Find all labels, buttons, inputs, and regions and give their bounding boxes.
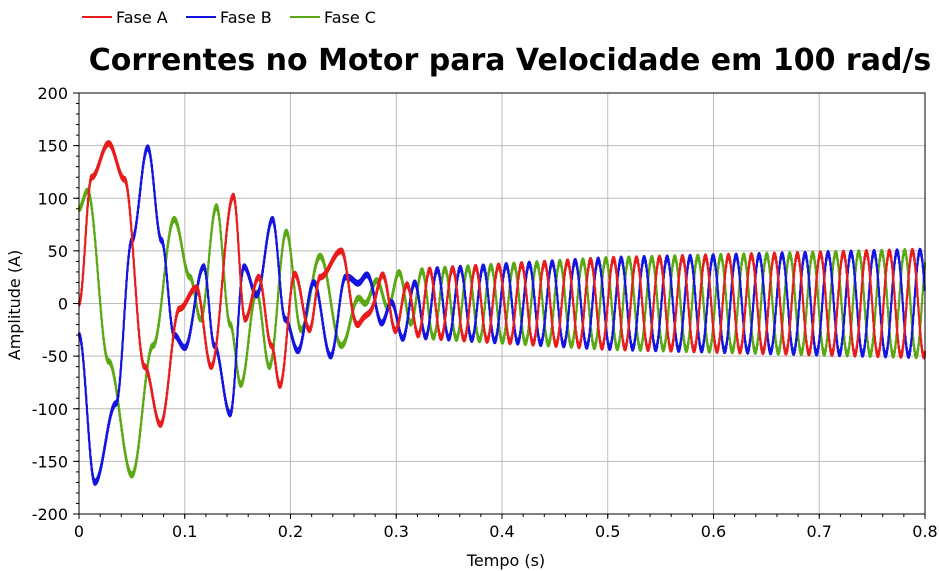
x-tick-label: 0.3 — [384, 522, 409, 541]
series-line-fase-c — [77, 187, 927, 479]
chart-title: Correntes no Motor para Velocidade em 10… — [89, 43, 932, 78]
legend-label-fase-b: Fase B — [220, 8, 272, 27]
legend-label-fase-c: Fase C — [324, 8, 376, 27]
y-tick-label: 150 — [37, 137, 68, 156]
x-tick-label: 0.4 — [489, 522, 514, 541]
legend: Fase A Fase B Fase C — [82, 8, 376, 27]
x-axis-label: Tempo (s) — [466, 551, 545, 570]
y-tick-label: -50 — [42, 347, 68, 366]
x-tick-label: 0.8 — [912, 522, 937, 541]
x-tick-label: 0 — [74, 522, 84, 541]
y-tick-label: 0 — [58, 295, 68, 314]
x-tick-label: 0.7 — [807, 522, 832, 541]
grid — [79, 93, 925, 514]
series-line-fase-a — [77, 140, 927, 428]
x-tick-label: 0.5 — [595, 522, 620, 541]
tick-labels: 0 0.1 0.2 0.3 0.4 0.5 0.6 0.7 0.8 200 150 100 50 0 -50… — [32, 84, 938, 541]
y-tick-label: 100 — [37, 189, 68, 208]
legend-label-fase-a: Fase A — [116, 8, 168, 27]
y-tick-label: -200 — [32, 505, 68, 524]
series-layer — [77, 140, 927, 486]
y-tick-label: 200 — [37, 84, 68, 103]
x-tick-label: 0.1 — [172, 522, 197, 541]
x-tick-label: 0.2 — [278, 522, 303, 541]
y-tick-label: -150 — [32, 452, 68, 471]
x-tick-label: 0.6 — [701, 522, 726, 541]
y-tick-label: -100 — [32, 400, 68, 419]
y-tick-label: 50 — [48, 242, 68, 261]
axis-ticks — [73, 92, 926, 519]
y-axis-label: Amplitude (A) — [5, 250, 24, 361]
